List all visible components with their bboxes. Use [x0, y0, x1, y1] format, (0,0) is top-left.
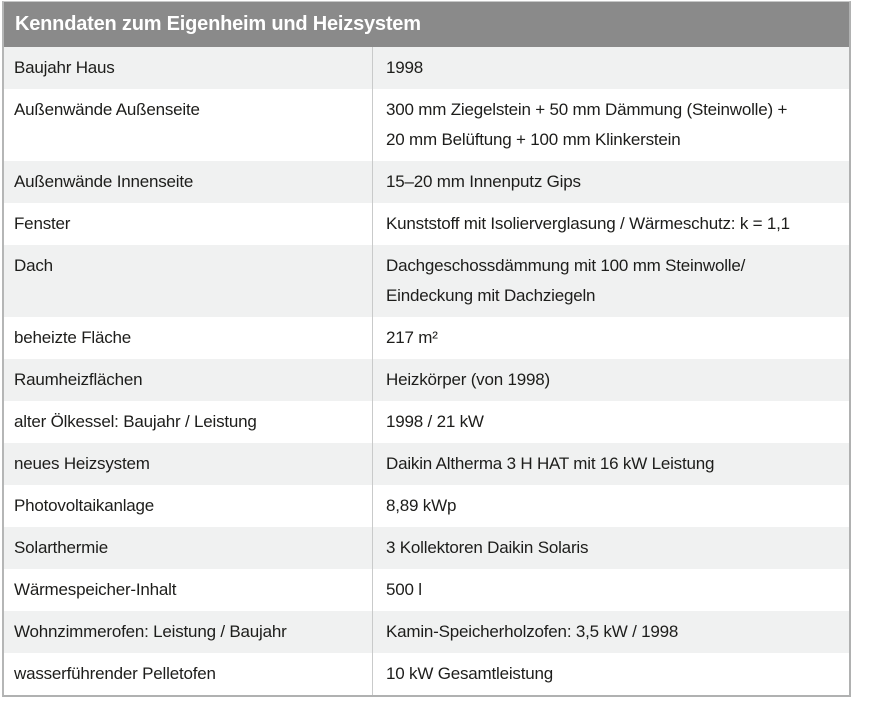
kenndaten-table: Kenndaten zum Eigenheim und Heizsystem B…: [2, 1, 851, 697]
row-value-cell: 217 m²: [372, 317, 849, 359]
table-row: Außenwände Innenseite 15–20 mm Innenputz…: [4, 161, 849, 203]
row-label-cell: Baujahr Haus: [14, 58, 115, 77]
row-label-cell: alter Ölkessel: Baujahr / Leistung: [14, 412, 257, 431]
row-value-cell: Kunststoff mit Isolierverglasung / Wärme…: [372, 203, 849, 245]
row-label-cell: Fenster: [14, 214, 71, 233]
row-label-cell: Dach: [14, 256, 53, 275]
row-value-cell: Heizkörper (von 1998): [372, 359, 849, 401]
row-value-cell: 500 l: [372, 569, 849, 611]
row-label-cell: Außenwände Außenseite: [14, 100, 200, 119]
row-label-cell: Außenwände Innenseite: [14, 172, 194, 191]
row-value-cell: 3 Kollektoren Daikin Solaris: [372, 527, 849, 569]
table-row: Fenster Kunststoff mit Isolierverglasung…: [4, 203, 849, 245]
table-row: beheizte Fläche 217 m²: [4, 317, 849, 359]
table-row: Baujahr Haus 1998: [4, 47, 849, 89]
table-row: Wohnzimmerofen: Leistung / Baujahr Kamin…: [4, 611, 849, 653]
row-label-cell: Wohnzimmerofen: Leistung / Baujahr: [14, 622, 287, 641]
table-header: Kenndaten zum Eigenheim und Heizsystem: [4, 2, 849, 47]
table-body: Baujahr Haus 1998 Außenwände Außenseite …: [4, 47, 849, 695]
row-label-cell: beheizte Fläche: [14, 328, 132, 347]
table-row: Raumheizflächen Heizkörper (von 1998): [4, 359, 849, 401]
table-row: alter Ölkessel: Baujahr / Leistung 1998 …: [4, 401, 849, 443]
row-value-cell: 10 kW Gesamtleistung: [372, 653, 849, 695]
table-row: Photovoltaikanlage 8,89 kWp: [4, 485, 849, 527]
row-label-cell: Photovoltaikanlage: [14, 496, 155, 515]
row-value-cell: 8,89 kWp: [372, 485, 849, 527]
table-row: Solarthermie 3 Kollektoren Daikin Solari…: [4, 527, 849, 569]
row-value-cell: Daikin Altherma 3 H HAT mit 16 kW Leistu…: [372, 443, 849, 485]
table-row: Außenwände Außenseite 300 mm Ziegelstein…: [4, 89, 849, 161]
table-row: Wärmespeicher-Inhalt 500 l: [4, 569, 849, 611]
row-value-cell: 15–20 mm Innenputz Gips: [372, 161, 849, 203]
row-value-cell: 300 mm Ziegelstein + 50 mm Dämmung (Stei…: [372, 89, 849, 161]
row-value-cell: 1998: [372, 47, 849, 89]
table-row: neues Heizsystem Daikin Altherma 3 H HAT…: [4, 443, 849, 485]
row-value-cell: Kamin-Speicherholzofen: 3,5 kW / 1998: [372, 611, 849, 653]
row-label-cell: Wärmespeicher-Inhalt: [14, 580, 177, 599]
table-row: Dach Dachgeschossdämmung mit 100 mm Stei…: [4, 245, 849, 317]
table-row: wasserführender Pelletofen 10 kW Gesamtl…: [4, 653, 849, 695]
row-label-cell: wasserführender Pelletofen: [14, 664, 216, 683]
row-label-cell: Solarthermie: [14, 538, 108, 557]
table-title: Kenndaten zum Eigenheim und Heizsystem: [15, 13, 421, 35]
row-label-cell: neues Heizsystem: [14, 454, 150, 473]
row-label-cell: Raumheizflächen: [14, 370, 143, 389]
row-value-cell: 1998 / 21 kW: [372, 401, 849, 443]
row-value-cell: Dachgeschossdämmung mit 100 mm Steinwoll…: [372, 245, 849, 317]
